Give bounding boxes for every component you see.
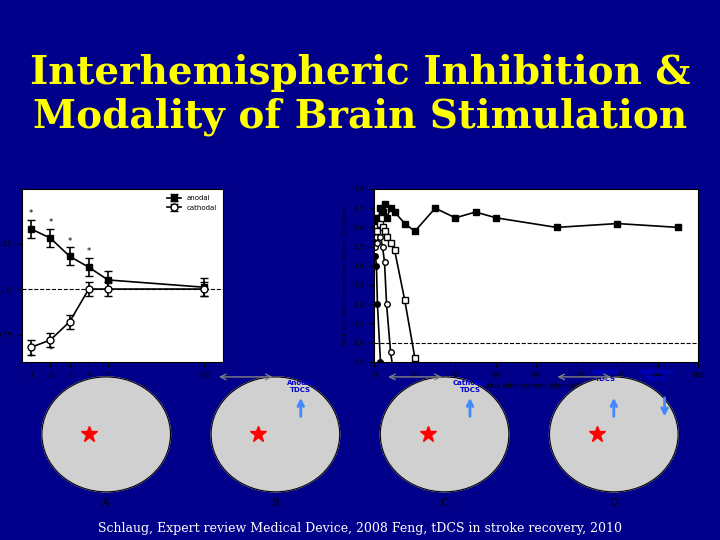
7.2mA·min (390, 247, 399, 254)
Circle shape (42, 377, 171, 492)
Text: *: * (48, 218, 53, 227)
9mA·min (552, 224, 561, 231)
9mA·min (390, 209, 399, 215)
X-axis label: time after current stimulation: time after current stimulation (485, 383, 588, 389)
7.2mA·min (431, 382, 439, 388)
1.4mA·min (371, 253, 379, 259)
4.3mA·min (382, 301, 391, 307)
7.2mA·min (372, 224, 381, 231)
9mA·min (382, 214, 391, 221)
4.3mA·min (400, 393, 409, 400)
4.3mA·min (390, 378, 399, 384)
Text: D: D (610, 498, 618, 509)
Text: *: * (86, 247, 91, 256)
Text: Anodal
TDCS: Anodal TDCS (287, 380, 315, 393)
Line: 1.4mA·min: 1.4mA·min (373, 253, 385, 388)
9mA·min (380, 201, 389, 207)
9mA·min (674, 224, 683, 231)
4.3mA·min (371, 244, 379, 250)
9mA·min (400, 220, 409, 227)
4.3mA·min (380, 259, 389, 265)
9mA·min (378, 209, 387, 215)
4.3mA·min (372, 234, 381, 240)
9mA·min (387, 205, 395, 212)
9mA·min (613, 220, 622, 227)
9mA·min (472, 209, 480, 215)
Text: *: * (29, 353, 33, 362)
7.2mA·min (373, 228, 382, 234)
X-axis label: Time (min): Time (min) (99, 383, 145, 392)
9mA·min (451, 214, 460, 221)
Text: Schlaug, Expert review Medical Device, 2008 Feng, tDCS in stroke recovery, 2010: Schlaug, Expert review Medical Device, 2… (98, 522, 622, 535)
9mA·min (373, 220, 382, 227)
9mA·min (410, 228, 419, 234)
7.2mA·min (371, 234, 379, 240)
7.2mA·min (380, 228, 389, 234)
1.4mA·min (378, 382, 387, 388)
4.3mA·min (378, 244, 387, 250)
Line: 9mA·min: 9mA·min (373, 201, 681, 234)
Text: *: * (29, 210, 33, 218)
9mA·min (492, 214, 500, 221)
Legend: anodal, cathodal: anodal, cathodal (164, 192, 220, 213)
4.3mA·min (373, 240, 382, 246)
9mA·min (431, 205, 439, 212)
Text: Cathodal
TDCS: Cathodal TDCS (452, 380, 487, 393)
4.3mA·min (387, 349, 395, 355)
9mA·min (371, 228, 379, 234)
Circle shape (549, 377, 678, 492)
7.2mA·min (387, 240, 395, 246)
1.4mA·min (376, 359, 384, 365)
Text: A: A (102, 498, 110, 509)
9mA·min (376, 205, 384, 212)
4.3mA·min (376, 234, 384, 240)
Text: Cathodal
TDCS: Cathodal TDCS (639, 369, 674, 382)
1.4mA·min (372, 262, 381, 269)
Text: *: * (68, 237, 72, 246)
Y-axis label: MEP size after current stimulation / baseline: MEP size after current stimulation / bas… (343, 206, 348, 345)
7.2mA·min (378, 224, 387, 231)
7.2mA·min (382, 234, 391, 240)
Text: B: B (271, 498, 279, 509)
Circle shape (380, 377, 509, 492)
Text: Interhemispheric Inhibition &
Modality of Brain Stimulation: Interhemispheric Inhibition & Modality o… (30, 54, 690, 137)
7.2mA·min (410, 355, 419, 361)
7.2mA·min (400, 297, 409, 303)
Line: 4.3mA·min: 4.3mA·min (373, 234, 408, 399)
Circle shape (211, 377, 340, 492)
Text: C: C (441, 498, 449, 509)
9mA·min (372, 214, 381, 221)
1.4mA·min (373, 301, 382, 307)
Text: *: * (48, 346, 53, 355)
7.2mA·min (376, 220, 384, 227)
Line: 7.2mA·min: 7.2mA·min (373, 221, 438, 388)
Text: Anodal
TDCS: Anodal TDCS (592, 369, 619, 382)
